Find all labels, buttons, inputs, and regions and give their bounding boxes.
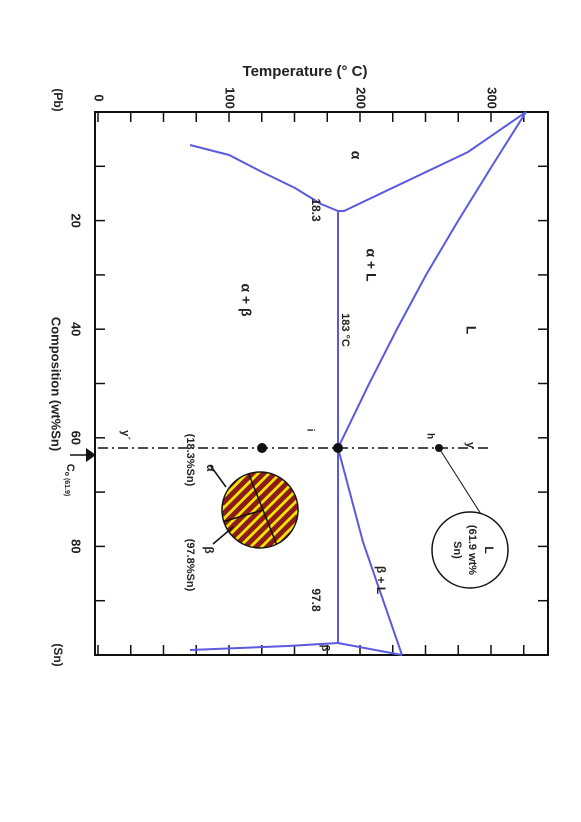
micro-alpha-comp: (18.3%Sn) bbox=[184, 434, 196, 487]
lamella bbox=[222, 472, 298, 548]
alpha-solidus bbox=[338, 111, 527, 212]
temperature-tick-label: 0 bbox=[92, 94, 107, 101]
callout-line bbox=[438, 447, 487, 523]
c0-subscript: o (61.9) bbox=[63, 472, 70, 497]
label-y-prime: y´ bbox=[119, 430, 131, 440]
liquidus-left bbox=[337, 111, 527, 449]
lamella bbox=[222, 472, 298, 506]
point-eutectic bbox=[333, 443, 343, 453]
grain-boundary bbox=[222, 509, 264, 523]
micro-alpha: α bbox=[204, 464, 218, 472]
beta-limit: 97.8 bbox=[309, 588, 323, 612]
label-y: y bbox=[464, 442, 476, 449]
temperature-tick-label: 200 bbox=[354, 87, 369, 109]
microstructure bbox=[222, 472, 298, 548]
alpha-limit: 18.3 bbox=[309, 198, 323, 222]
callout-line-2: (61.9 wt% bbox=[466, 525, 478, 575]
lamella bbox=[222, 472, 298, 517]
beta-pointer bbox=[212, 526, 234, 545]
micro-outline bbox=[221, 471, 299, 549]
temperature-tick-label: 300 bbox=[485, 87, 500, 109]
lamella bbox=[222, 472, 298, 528]
rotated-plot: Composition (wt%Sn) (Pb) (Sn) α α + L L … bbox=[49, 87, 549, 667]
micro-beta-comp: (97.8%Sn) bbox=[184, 539, 196, 592]
composition-title: Composition (wt%Sn) bbox=[49, 317, 64, 451]
alpha-pointer bbox=[209, 464, 227, 488]
alpha-solvus bbox=[189, 144, 339, 212]
c0-label: Co (61.9) bbox=[63, 464, 76, 496]
lamella bbox=[222, 503, 298, 548]
callout-line-3: Sn) bbox=[451, 541, 463, 559]
lamella bbox=[222, 514, 298, 548]
temperature-tick-label: 100 bbox=[223, 87, 238, 109]
label-h: h bbox=[424, 433, 435, 439]
composition-tick-label: 40 bbox=[69, 322, 84, 336]
lamella bbox=[222, 536, 298, 548]
region-alpha: α bbox=[348, 151, 364, 160]
region-alpha-beta: α + β bbox=[238, 283, 254, 317]
liquidus-right bbox=[337, 447, 403, 656]
eutectic-temp: 183 °C bbox=[339, 313, 351, 347]
pb-label: (Pb) bbox=[51, 88, 65, 111]
region-beta: β bbox=[319, 645, 331, 652]
c0-symbol: C bbox=[64, 464, 76, 472]
c0-arrowhead bbox=[86, 448, 96, 462]
callout-circle bbox=[431, 511, 509, 589]
composition-tick-label: 80 bbox=[69, 539, 84, 553]
micro-beta: β bbox=[202, 546, 216, 553]
beta-solidus bbox=[337, 642, 403, 656]
lamella bbox=[222, 492, 298, 548]
temperature-title: Temperature (° C) bbox=[243, 63, 368, 80]
sn-label: (Sn) bbox=[51, 643, 65, 666]
region-beta-l: β + L bbox=[374, 566, 388, 594]
callout-line-1: L bbox=[482, 546, 496, 553]
point-i bbox=[257, 443, 267, 453]
region-alpha-l: α + L bbox=[363, 248, 379, 282]
composition-tick-label: 20 bbox=[69, 213, 84, 227]
composition-tick-label: 60 bbox=[69, 431, 84, 445]
label-i: i bbox=[304, 429, 315, 432]
beta-solvus bbox=[189, 642, 339, 651]
region-l: L bbox=[463, 326, 479, 335]
